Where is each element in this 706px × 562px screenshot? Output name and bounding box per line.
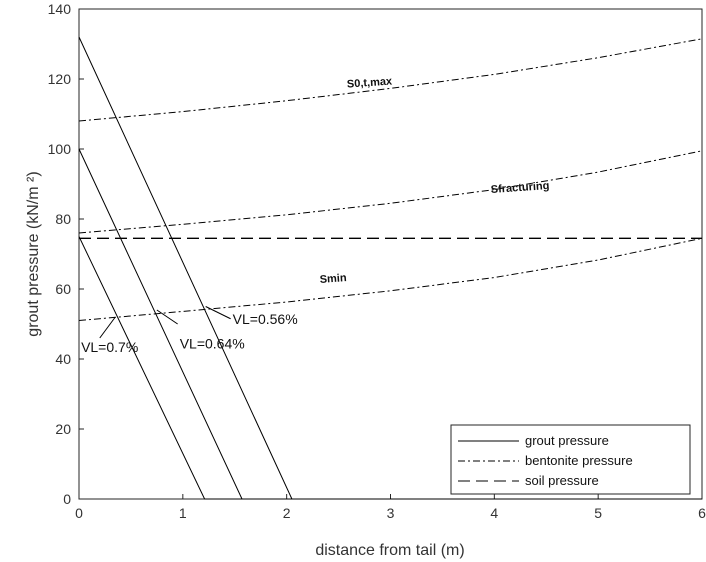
- x-tick-label: 4: [490, 505, 498, 521]
- y-tick-label: 100: [48, 141, 72, 157]
- annotations: VL=0.7% VL=0.64% VL=0.56%: [81, 306, 298, 355]
- y-tick-label: 60: [55, 281, 71, 297]
- annotation-label: VL=0.56%: [233, 311, 298, 327]
- y-axis-ticks: 0 20 40 60 80 100 120 140: [48, 1, 84, 507]
- legend-label-grout: grout pressure: [525, 433, 609, 448]
- plot-area: [78, 8, 703, 500]
- y-tick-label: 20: [55, 421, 71, 437]
- y-tick-label: 120: [48, 71, 72, 87]
- annotation-pointer: [99, 316, 116, 339]
- annotation-pointer: [205, 306, 231, 320]
- annotation-label: VL=0.64%: [180, 336, 245, 352]
- y-tick-label: 0: [63, 491, 71, 507]
- x-tick-label: 3: [387, 505, 395, 521]
- annotation-label: VL=0.7%: [81, 339, 138, 355]
- series-line-solid: [78, 36, 702, 500]
- x-tick-label: 1: [179, 505, 187, 521]
- curve-label: S0,t,max: [347, 75, 394, 90]
- legend-box: [450, 424, 691, 495]
- legend: grout pressure bentonite pressure soil p…: [450, 424, 691, 495]
- x-axis-ticks: 0 1 2 3 4 5 6: [75, 494, 706, 521]
- x-tick-label: 2: [283, 505, 291, 521]
- annotation-pointer: [156, 309, 178, 325]
- x-axis-label: distance from tail (m): [315, 542, 464, 559]
- legend-label-soil: soil pressure: [525, 473, 599, 488]
- legend-label-bentonite: bentonite pressure: [525, 453, 633, 468]
- series-layer: [78, 36, 703, 500]
- y-axis-label: grout pressure (kN/m ²): [25, 171, 42, 336]
- y-tick-label: 40: [55, 351, 71, 367]
- y-tick-label: 80: [55, 211, 71, 227]
- x-tick-label: 6: [698, 505, 706, 521]
- x-tick-label: 5: [594, 505, 602, 521]
- curve-label: Sfracturing: [490, 180, 549, 196]
- curve-labels: S0,t,max Sfracturing Smin: [319, 75, 549, 286]
- curve-label: Smin: [319, 272, 347, 286]
- y-tick-label: 140: [48, 1, 72, 17]
- x-tick-label: 0: [75, 505, 83, 521]
